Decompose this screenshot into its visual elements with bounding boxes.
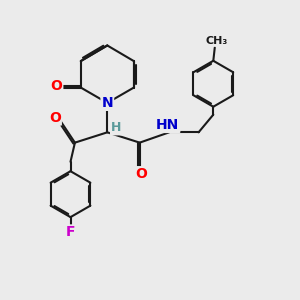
Text: F: F [66, 225, 75, 239]
Text: O: O [135, 167, 147, 181]
Text: HN: HN [156, 118, 179, 132]
Text: O: O [49, 111, 61, 124]
Text: O: O [50, 79, 62, 93]
Text: H: H [111, 122, 121, 134]
Text: CH₃: CH₃ [205, 36, 227, 46]
Text: N: N [101, 96, 113, 110]
